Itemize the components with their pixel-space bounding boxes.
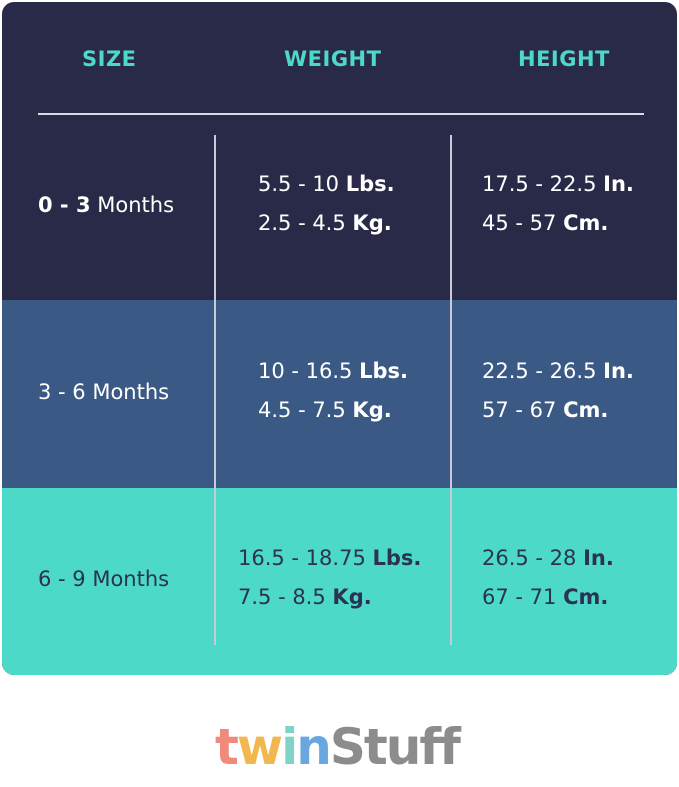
height-unit: Cm. [563,398,609,422]
height-value: 26.5 - 28 [482,546,577,570]
weight-line: 2.5 - 4.5 Kg. [258,211,392,235]
weight-value: 7.5 - 8.5 [238,585,326,609]
height-line: 22.5 - 26.5 In. [482,359,634,383]
weight-value: 16.5 - 18.75 [238,546,366,570]
weight-unit: Lbs. [359,359,408,383]
size-range: 6 - 9 [38,567,86,591]
height-line: 67 - 71 Cm. [482,585,608,609]
height-line: 17.5 - 22.5 In. [482,172,634,196]
weight-line: 16.5 - 18.75 Lbs. [238,546,421,570]
weight-value: 2.5 - 4.5 [258,211,346,235]
height-line: 26.5 - 28 In. [482,546,614,570]
height-value: 57 - 67 [482,398,557,422]
logo: twinStuff [215,718,461,776]
logo-letter: w [236,718,283,776]
weight-value: 5.5 - 10 [258,172,340,196]
height-value: 67 - 71 [482,585,557,609]
size-unit: Months [92,380,170,404]
height-unit: Cm. [563,211,609,235]
height-unit: Cm. [563,585,609,609]
height-value: 17.5 - 22.5 [482,172,597,196]
logo-word: Stuff [329,718,461,776]
weight-unit: Lbs. [372,546,422,570]
row-band [2,300,677,488]
column-header: WEIGHT [284,47,382,71]
height-unit: In. [603,359,634,383]
size-range: 3 - 6 [38,380,86,404]
row-band [2,488,677,675]
weight-line: 5.5 - 10 Lbs. [258,172,395,196]
column-header: SIZE [82,47,137,71]
weight-line: 4.5 - 7.5 Kg. [258,398,392,422]
size-table: SIZE WEIGHT HEIGHT 0 - 3 Months 5.5 - 10 … [2,2,677,675]
size-range: 0 - 3 [38,193,91,217]
height-line: 57 - 67 Cm. [482,398,608,422]
weight-line: 7.5 - 8.5 Kg. [238,585,372,609]
weight-unit: Kg. [332,585,372,609]
weight-unit: Kg. [352,398,392,422]
height-value: 45 - 57 [482,211,557,235]
size-unit: Months [92,567,170,591]
column-divider [214,135,216,645]
column-divider [450,135,452,645]
size-cell: 6 - 9 Months [38,567,169,591]
height-unit: In. [603,172,634,196]
logo-letter: i [281,718,298,776]
weight-value: 10 - 16.5 [258,359,353,383]
height-line: 45 - 57 Cm. [482,211,608,235]
weight-unit: Kg. [352,211,392,235]
weight-unit: Lbs. [345,172,395,196]
weight-value: 4.5 - 7.5 [258,398,346,422]
size-cell: 3 - 6 Months [38,380,169,404]
logo-letter: t [215,718,239,776]
height-value: 22.5 - 26.5 [482,359,597,383]
header-rule [38,113,644,115]
weight-line: 10 - 16.5 Lbs. [258,359,408,383]
column-header: HEIGHT [518,47,610,71]
size-cell: 0 - 3 Months [38,193,174,217]
logo-letter: n [296,718,332,776]
size-unit: Months [97,193,175,217]
height-unit: In. [583,546,614,570]
